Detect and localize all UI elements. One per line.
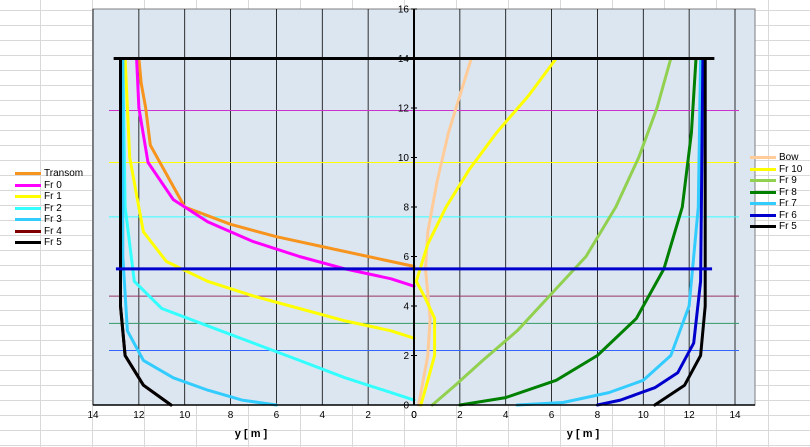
y-tick-label: 12	[398, 104, 410, 115]
legend-label: Fr 6	[779, 209, 797, 221]
y-tick-label: 4	[403, 302, 409, 313]
legend-label: Fr 10	[779, 163, 803, 175]
legend-entry: Fr 8	[750, 187, 802, 199]
legend-entry: Fr 3	[15, 214, 83, 226]
legend-swatch	[15, 206, 41, 210]
legend-label: Transom	[44, 168, 84, 180]
legend-swatch	[15, 218, 41, 222]
legend-label: Fr 5	[44, 237, 62, 249]
series-line-fr-9	[430, 57, 673, 407]
legend-entry: Fr 9	[750, 175, 802, 187]
y-tick-label: 10	[398, 153, 410, 164]
left-x-axis-title: y [ m ]	[235, 428, 268, 440]
legend-swatch	[15, 183, 41, 187]
right-x-tick-label: 2	[457, 410, 463, 421]
right-x-tick-label: 12	[684, 410, 696, 421]
left-x-tick-label: 6	[274, 410, 280, 421]
legend-left: Transom Fr 0 Fr 1 Fr 2 Fr 3 Fr 4 Fr 5	[15, 168, 83, 249]
series-line-fr-6	[595, 57, 705, 407]
legend-entry: Fr 4	[15, 226, 83, 238]
legend-swatch	[15, 172, 41, 176]
y-tick-label: 6	[403, 252, 409, 263]
series-line-fr-7	[515, 57, 703, 407]
legend-entry: Fr 6	[750, 210, 802, 222]
legend-label: Fr 4	[44, 225, 62, 237]
legend-entry: Fr 1	[15, 191, 83, 203]
left-x-tick-label: 0	[411, 410, 417, 421]
right-x-tick-label: 8	[595, 410, 601, 421]
right-x-tick-label: 6	[549, 410, 555, 421]
legend-entry: Bow	[750, 152, 802, 164]
series-line-fr-10	[414, 57, 558, 407]
series-line-transom	[137, 57, 416, 268]
y-tick-label: 0	[403, 401, 409, 412]
gridlines	[92, 9, 736, 405]
legend-entry: Transom	[15, 168, 83, 180]
y-tick-label: 8	[403, 203, 409, 214]
legend-entry: Fr 10	[750, 164, 802, 176]
legend-label: Fr 8	[779, 186, 797, 198]
legend-right: Bow Fr 10 Fr 9 Fr 8 Fr 7 Fr 6 Fr 5	[750, 152, 802, 233]
legend-entry: Fr 2	[15, 203, 83, 215]
legend-label: Fr 1	[44, 191, 62, 203]
legend-swatch	[750, 179, 776, 183]
left-x-tick-label: 10	[179, 410, 191, 421]
legend-swatch	[750, 225, 776, 229]
left-x-tick-label: 4	[320, 410, 326, 421]
legend-entry: Fr 5	[750, 221, 802, 233]
legend-label: Fr 2	[44, 202, 62, 214]
right-x-axis-title: y [ m ]	[567, 428, 600, 440]
series-line-fr-0	[135, 57, 416, 288]
series-line-fr-5	[119, 57, 173, 407]
y-tick-label: 2	[403, 351, 409, 362]
series-line-fr-1	[123, 57, 416, 340]
legend-label: Fr 3	[44, 214, 62, 226]
legend-label: Fr 5	[779, 221, 797, 233]
left-x-tick-label: 2	[365, 410, 371, 421]
legend-label: Fr 9	[779, 175, 797, 187]
legend-entry: Fr 0	[15, 180, 83, 192]
legend-swatch	[750, 202, 776, 206]
series-line-fr-2	[121, 57, 416, 402]
right-x-tick-label: 0	[411, 410, 417, 421]
legend-swatch	[15, 195, 41, 199]
legend-label: Fr 7	[779, 198, 797, 210]
left-x-tick-label: 8	[228, 410, 234, 421]
legend-swatch	[15, 229, 41, 233]
right-x-tick-label: 4	[503, 410, 509, 421]
legend-label: Fr 0	[44, 179, 62, 191]
legend-swatch	[750, 213, 776, 217]
legend-swatch	[750, 190, 776, 194]
y-tick-label: 16	[398, 5, 410, 16]
legend-label: Bow	[779, 152, 799, 164]
series-line-fr-5	[653, 57, 707, 407]
series-line-fr-8	[458, 57, 698, 407]
left-x-tick-label: 12	[133, 410, 145, 421]
legend-entry: Fr 7	[750, 198, 802, 210]
legend-swatch	[750, 156, 776, 160]
legend-entry: Fr 5	[15, 237, 83, 249]
right-x-tick-label: 10	[638, 410, 650, 421]
legend-swatch	[15, 241, 41, 245]
right-x-tick-label: 14	[729, 410, 741, 421]
legend-swatch	[750, 167, 776, 171]
plot-area	[92, 8, 756, 406]
y-tick-label: 14	[398, 54, 410, 65]
left-x-tick-label: 14	[87, 410, 99, 421]
